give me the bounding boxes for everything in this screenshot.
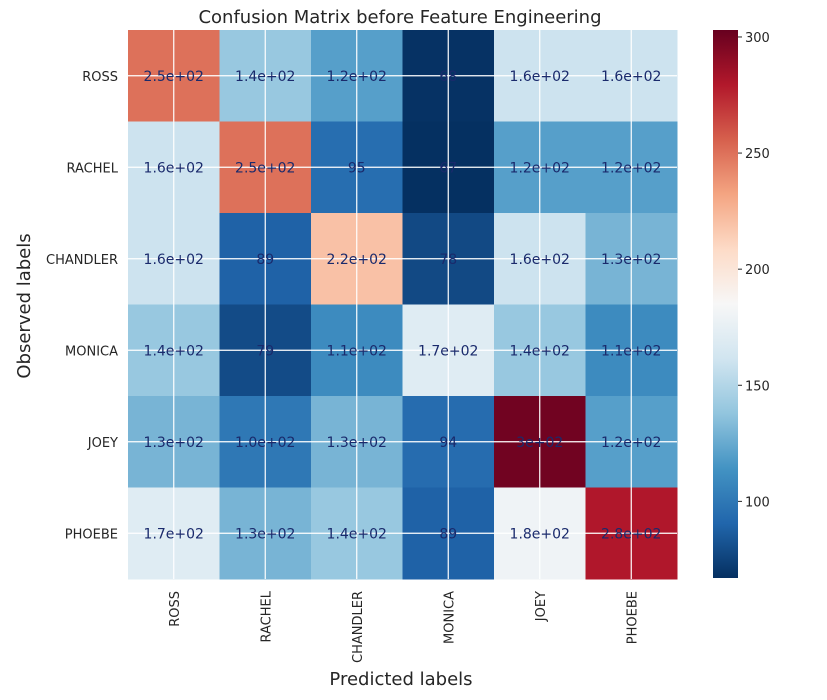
cell-value-label: 1.2e+02 (601, 160, 661, 176)
cell-value-label: 2.8e+02 (601, 526, 661, 542)
cell-value-label: 1.4e+02 (235, 69, 295, 85)
y-tick-labels: ROSS RACHEL CHANDLER MONICA JOEY PHOEBE (46, 70, 119, 543)
y-tick-label: ROSS (82, 70, 118, 85)
cell-value-label: 1.3e+02 (144, 435, 204, 451)
y-tick-label: JOEY (87, 436, 118, 451)
cell-value-label: 1.6e+02 (510, 69, 570, 85)
x-tick-label: MONICA (442, 591, 457, 644)
colorbar-gradient (713, 30, 738, 578)
cell-value-label: 1.2e+02 (327, 69, 387, 85)
cell-value-label: 95 (348, 160, 366, 176)
cell-value-label: 1.2e+02 (601, 435, 661, 451)
cell-value-label: 2.5e+02 (144, 69, 204, 85)
cell-value-label: 2.5e+02 (235, 160, 295, 176)
cell-value-label: 1.4e+02 (144, 343, 204, 359)
x-tick-label: JOEY (534, 591, 549, 622)
x-tick-label: ROSS (168, 591, 183, 627)
cell-value-label: 94 (439, 435, 457, 451)
y-axis-label: Observed labels (14, 233, 35, 378)
colorbar-tick-label: 150 (745, 379, 770, 394)
cell-value-label: 1.0e+02 (235, 435, 295, 451)
cell-value-label: 2.2e+02 (327, 252, 387, 268)
y-tick-label: RACHEL (67, 161, 119, 176)
cell-value-label: 1.1e+02 (601, 343, 661, 359)
cell-value-label: 1.4e+02 (327, 526, 387, 542)
x-tick-label: CHANDLER (351, 591, 366, 663)
y-tick-label: PHOEBE (65, 527, 118, 542)
heatmap-cells (128, 30, 678, 580)
cell-value-label: 3e+02 (516, 435, 563, 451)
cell-value-label: 78 (439, 252, 457, 268)
cell-value-label: 1.6e+02 (510, 252, 570, 268)
heatmap-cell-labels: 2.5e+02 1.4e+02 1.2e+02 68 1.6e+02 1.6e+02 1.6… (144, 69, 662, 543)
cell-value-label: 1.7e+02 (418, 343, 478, 359)
x-tick-label: RACHEL (259, 590, 274, 642)
cell-value-label: 67 (439, 160, 457, 176)
cell-value-label: 1.7e+02 (144, 526, 204, 542)
colorbar-tick-label: 300 (745, 31, 770, 46)
cell-value-label: 1.4e+02 (510, 343, 570, 359)
cell-value-label: 1.6e+02 (601, 69, 661, 85)
colorbar-tick-label: 250 (745, 147, 770, 162)
x-tick-labels: ROSS RACHEL CHANDLER MONICA JOEY PHOEBE (168, 590, 641, 663)
colorbar: 100 150 200 250 300 (713, 30, 770, 578)
cell-value-label: 1.3e+02 (327, 435, 387, 451)
cell-value-label: 1.3e+02 (235, 526, 295, 542)
x-tick-label: PHOEBE (625, 591, 640, 644)
colorbar-tick-label: 100 (745, 495, 770, 510)
chart-title: Confusion Matrix before Feature Engineer… (198, 7, 601, 28)
cell-value-label: 89 (256, 252, 274, 268)
heatmap-gridlines (128, 30, 677, 579)
x-axis-label: Predicted labels (329, 669, 472, 690)
cell-value-label: 1.8e+02 (510, 526, 570, 542)
cell-value-label: 1.6e+02 (144, 252, 204, 268)
cell-value-label: 1.3e+02 (601, 252, 661, 268)
cell-value-label: 89 (439, 526, 457, 542)
colorbar-tick-label: 200 (745, 263, 770, 278)
cell-value-label: 1.6e+02 (144, 160, 204, 176)
cell-value-label: 1.1e+02 (327, 343, 387, 359)
cell-value-label: 68 (439, 69, 457, 85)
cell-value-label: 1.2e+02 (510, 160, 570, 176)
y-tick-label: CHANDLER (46, 253, 118, 268)
cell-value-label: 79 (256, 343, 274, 359)
y-tick-label: MONICA (65, 344, 118, 359)
